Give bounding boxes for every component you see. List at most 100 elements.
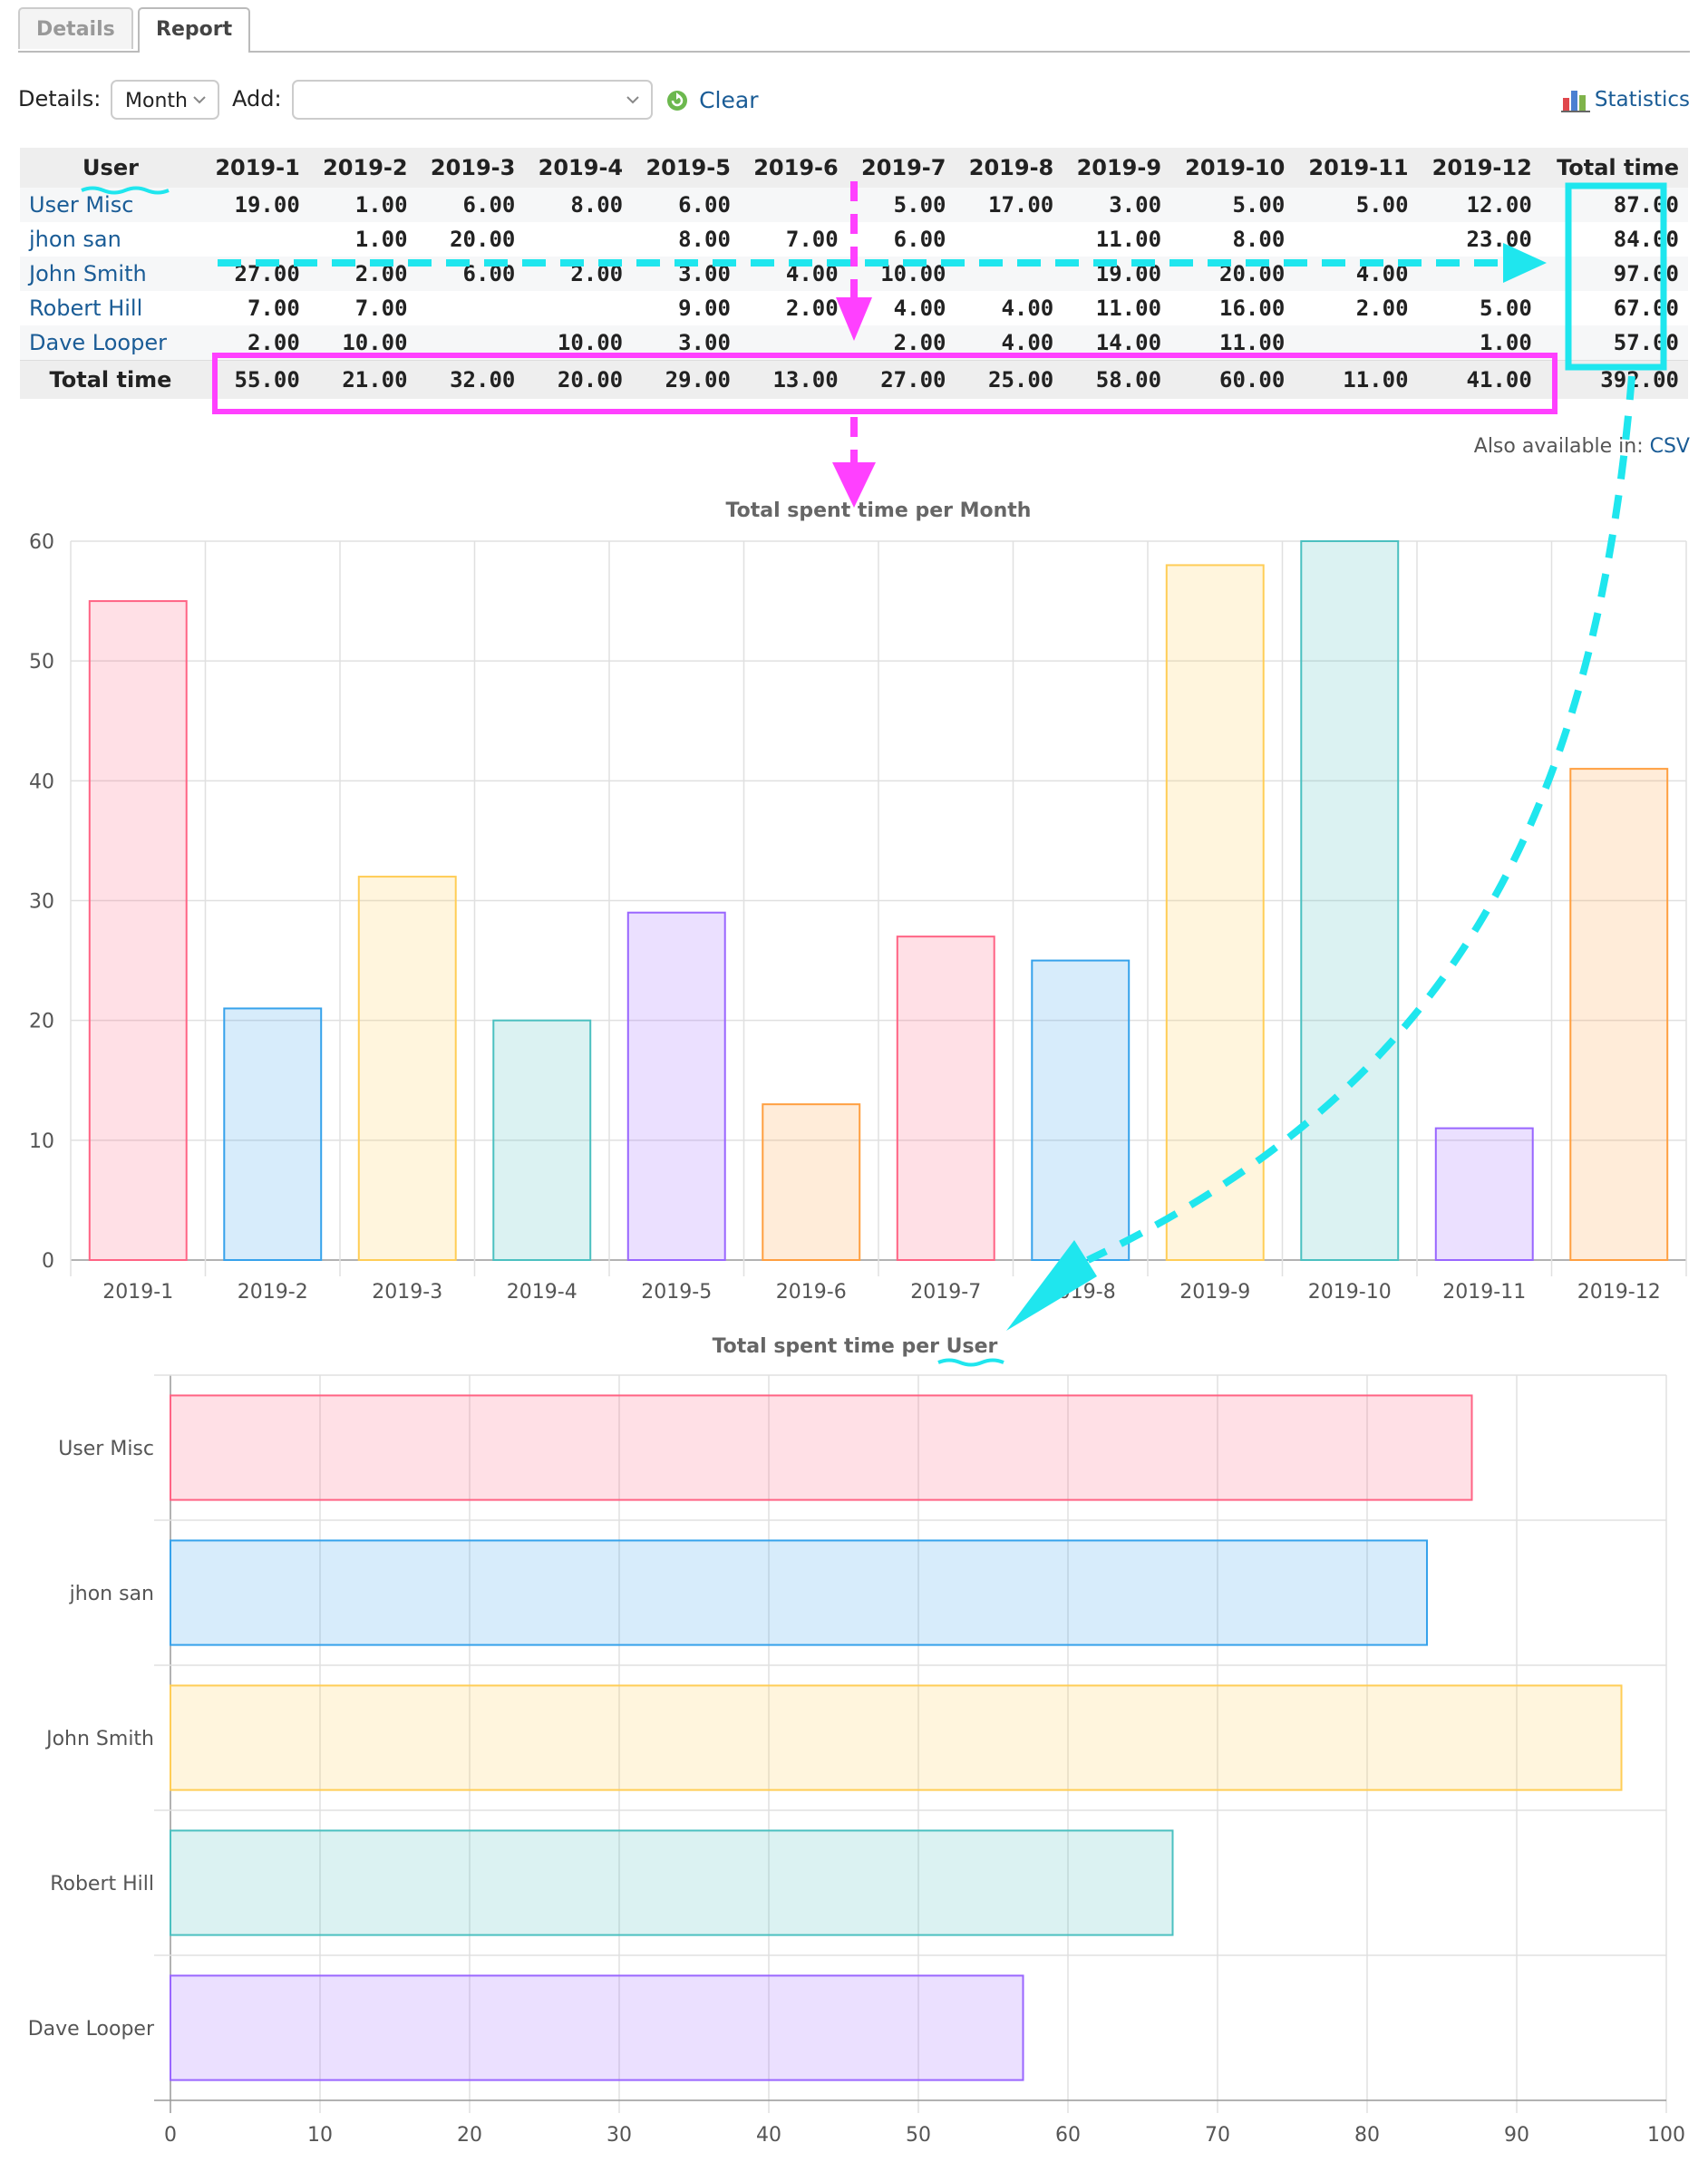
table-cell: 4.00 [955, 325, 1063, 361]
clear-link[interactable]: Clear [665, 87, 758, 114]
x-tick-label: 2019-6 [776, 1281, 847, 1304]
table-cell: 3.00 [632, 325, 740, 361]
table-row: User Misc 19.00 1.00 6.00 8.00 6.00 5.00 17.00 3… [20, 188, 1688, 222]
table-cell: 4.00 [739, 257, 848, 291]
column-header: 2019-3 [416, 148, 525, 188]
bar-2019-9 [1165, 564, 1265, 1261]
table-cell: 4.00 [955, 291, 1063, 325]
table-cell [1294, 222, 1418, 257]
table-cell: 14.00 [1063, 325, 1171, 361]
x-tick-label: 2019-1 [102, 1281, 173, 1304]
table-row: Robert Hill 7.00 7.00 9.00 2.00 4.00 4.00 11.00… [20, 291, 1688, 325]
column-total-cell: 27.00 [847, 360, 956, 399]
bar-User Misc [170, 1394, 1473, 1501]
table-cell [524, 222, 633, 257]
csv-link[interactable]: CSV [1649, 435, 1690, 458]
table-cell: 6.00 [416, 257, 525, 291]
y-tick-label: 10 [29, 1130, 54, 1153]
x-tick-label: 70 [1205, 2124, 1230, 2147]
row-total-cell: 57.00 [1540, 325, 1688, 361]
x-tick-label: 40 [756, 2124, 781, 2147]
user-link[interactable]: John Smith [20, 257, 201, 291]
bar-jhon san [170, 1539, 1428, 1646]
y-tick-label: Robert Hill [50, 1873, 154, 1895]
table-cell: 12.00 [1417, 188, 1541, 222]
column-total-cell: 11.00 [1294, 360, 1418, 399]
column-header: 2019-2 [308, 148, 417, 188]
bar-2019-3 [357, 876, 457, 1261]
table-cell: 6.00 [416, 188, 525, 222]
chevron-down-icon [193, 96, 206, 104]
x-tick-label: 2019-5 [641, 1281, 712, 1304]
table-cell [739, 325, 848, 361]
table-cell: 6.00 [632, 188, 740, 222]
total-row: Total time 55.00 21.00 32.00 20.00 29.00 13.00… [20, 360, 1688, 399]
table-cell: 2.00 [201, 325, 309, 361]
annotation-underline-user-title [937, 1358, 1004, 1367]
table-cell: 11.00 [1063, 291, 1171, 325]
table-cell: 11.00 [1063, 222, 1171, 257]
chart-title: Total spent time per User [713, 1335, 998, 1358]
total-row-label: Total time [20, 360, 201, 399]
y-tick-label: jhon san [69, 1583, 154, 1605]
bar-Dave Looper [170, 1974, 1024, 2081]
column-header: 2019-8 [955, 148, 1063, 188]
row-total-cell: 97.00 [1540, 257, 1688, 291]
user-link[interactable]: Dave Looper [20, 325, 201, 361]
add-select[interactable] [292, 80, 653, 120]
table-cell: 1.00 [1417, 325, 1541, 361]
annotation-arrowhead [832, 462, 876, 508]
table-cell [416, 325, 525, 361]
column-total-cell: 20.00 [524, 360, 633, 399]
y-tick-label: 60 [29, 531, 54, 554]
table-cell: 1.00 [308, 188, 417, 222]
also-available: Also available in: CSV [1474, 435, 1690, 458]
column-total-cell: 25.00 [955, 360, 1063, 399]
table-cell: 17.00 [955, 188, 1063, 222]
table-cell: 2.00 [847, 325, 956, 361]
table-cell: 10.00 [524, 325, 633, 361]
clear-label: Clear [699, 87, 759, 113]
table-cell: 27.00 [201, 257, 309, 291]
table-row: jhon san 1.00 20.00 8.00 7.00 6.00 11.00 8.00 23… [20, 222, 1688, 257]
user-link[interactable]: User Misc [20, 188, 201, 222]
statistics-link[interactable]: Statistics [1560, 87, 1690, 112]
table-cell [1417, 257, 1541, 291]
column-header-user[interactable]: User [20, 148, 201, 188]
table-cell: 8.00 [1170, 222, 1295, 257]
column-header: 2019-1 [201, 148, 309, 188]
table-cell: 7.00 [739, 222, 848, 257]
y-tick-label: 20 [29, 1011, 54, 1033]
column-header: 2019-4 [524, 148, 633, 188]
table-cell: 4.00 [847, 291, 956, 325]
x-tick-label: 80 [1354, 2124, 1380, 2147]
column-total-cell: 13.00 [739, 360, 848, 399]
annotation-arrowhead [1006, 1240, 1097, 1331]
table-cell: 3.00 [1063, 188, 1171, 222]
x-tick-label: 2019-2 [238, 1281, 308, 1304]
x-tick-label: 0 [164, 2124, 177, 2147]
table-cell: 6.00 [847, 222, 956, 257]
column-total-cell: 21.00 [308, 360, 417, 399]
bar-2019-12 [1569, 768, 1669, 1261]
table-cell: 1.00 [308, 222, 417, 257]
reload-icon [667, 90, 687, 111]
table-row: Dave Looper 2.00 10.00 10.00 3.00 2.00 4.00 14.… [20, 325, 1688, 361]
user-link[interactable]: jhon san [20, 222, 201, 257]
user-bar-chart: Total spent time per User 0 10 20 30 40 50 60 70… [28, 1335, 1685, 2147]
column-total-cell: 58.00 [1063, 360, 1171, 399]
tab-report[interactable]: Report [138, 7, 251, 53]
x-tick-label: 50 [906, 2124, 931, 2147]
row-total-cell: 87.00 [1540, 188, 1688, 222]
bar-John Smith [170, 1684, 1623, 1791]
bar-2019-5 [626, 911, 726, 1261]
user-link[interactable]: Robert Hill [20, 291, 201, 325]
table-cell: 5.00 [1417, 291, 1541, 325]
table-cell: 16.00 [1170, 291, 1295, 325]
y-tick-label: 0 [42, 1250, 54, 1273]
table-row: John Smith 27.00 2.00 6.00 2.00 3.00 4.00 10.00… [20, 257, 1688, 291]
tab-details[interactable]: Details [18, 7, 133, 49]
column-header: 2019-12 [1417, 148, 1541, 188]
table-cell: 19.00 [201, 188, 309, 222]
details-select[interactable]: Month [111, 80, 219, 120]
